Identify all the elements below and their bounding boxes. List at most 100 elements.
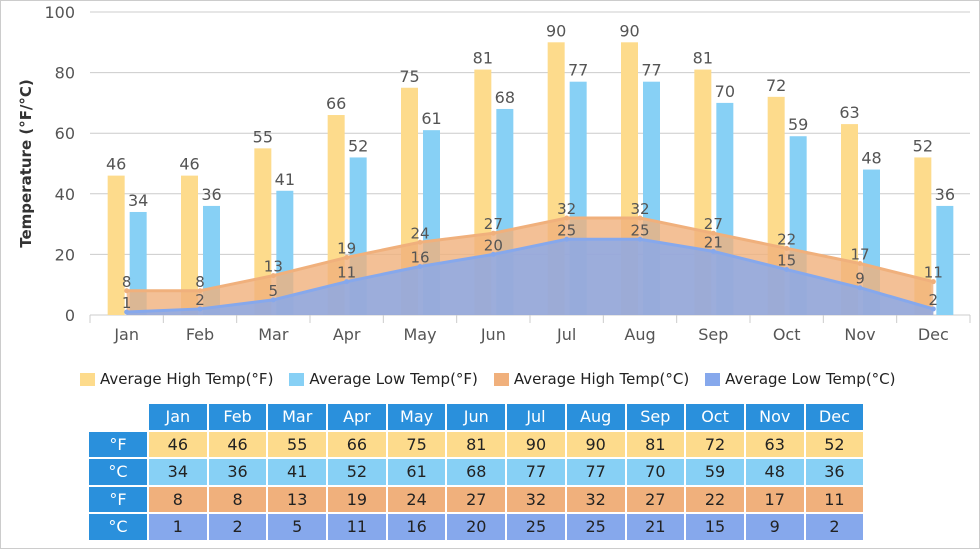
x-tick-label: Feb — [186, 325, 214, 344]
table-cell: 20 — [447, 514, 506, 540]
table-cell: 1 — [149, 514, 207, 540]
data-label: 25 — [630, 221, 649, 239]
table-row: °C 34 36 41 52 61 68 77 77 70 59 48 36 — [89, 459, 864, 485]
table-cell: 25 — [566, 514, 625, 540]
legend-item[interactable]: Average High Temp(°C) — [493, 370, 689, 388]
legend-swatch — [289, 372, 305, 386]
legend-swatch — [705, 372, 721, 386]
data-label: 48 — [861, 149, 881, 168]
data-point — [197, 306, 203, 312]
table-cell: 32 — [566, 486, 625, 512]
data-point — [637, 236, 643, 242]
y-tick-label: 60 — [55, 124, 75, 143]
table-cell: 13 — [268, 486, 327, 512]
data-label: 36 — [935, 185, 955, 204]
table-cell: 77 — [507, 459, 565, 485]
bar — [107, 175, 125, 315]
table-cell: 11 — [805, 486, 864, 512]
table-cell: 27 — [447, 486, 506, 512]
data-point — [344, 279, 350, 285]
table-cell: 9 — [745, 514, 804, 540]
table-cell: 24 — [387, 486, 446, 512]
legend-item[interactable]: Average Low Temp(°C) — [705, 370, 896, 388]
bar — [914, 157, 932, 315]
table-header-cell: Dec — [805, 404, 864, 430]
x-tick-label: Jan — [113, 325, 139, 344]
data-label: 32 — [557, 200, 576, 218]
data-label: 72 — [766, 76, 786, 95]
table-cell: 77 — [566, 459, 625, 485]
table-cell: 36 — [208, 459, 267, 485]
table-cell: 2 — [805, 514, 864, 540]
data-point — [197, 288, 203, 294]
table-cell: 70 — [626, 459, 685, 485]
table-cell: 81 — [447, 431, 506, 457]
table-header-cell: Jun — [447, 404, 506, 430]
table-row: °F 46 46 55 66 75 81 90 90 81 72 63 52 — [89, 431, 864, 457]
legend-swatch — [493, 372, 509, 386]
data-label: 90 — [619, 21, 639, 40]
table-cell: 22 — [686, 486, 744, 512]
data-label: 2 — [195, 291, 205, 309]
table-cell: 46 — [208, 431, 267, 457]
y-tick-label: 0 — [65, 306, 75, 325]
data-label: 8 — [122, 273, 132, 291]
data-point — [124, 288, 130, 294]
x-tick-label: Jun — [480, 325, 506, 344]
table-cell: 52 — [805, 431, 864, 457]
data-point — [857, 260, 863, 266]
x-tick-label: Jul — [556, 325, 576, 344]
data-label: 20 — [484, 236, 503, 254]
data-label: 90 — [546, 21, 566, 40]
data-label: 77 — [641, 61, 661, 80]
table-cell: 68 — [447, 459, 506, 485]
bar — [129, 211, 147, 315]
table-cell: 46 — [149, 431, 207, 457]
table-cell: 36 — [805, 459, 864, 485]
data-label: 46 — [179, 155, 199, 174]
legend-item[interactable]: Average Low Temp(°F) — [289, 370, 478, 388]
x-tick-label: Oct — [773, 325, 801, 344]
data-label: 81 — [473, 49, 493, 68]
data-point — [564, 215, 570, 221]
data-point — [490, 230, 496, 236]
table-cell: 75 — [387, 431, 446, 457]
table-row-label: °C — [89, 459, 147, 485]
x-tick-label: Aug — [624, 325, 655, 344]
x-tick-label: Mar — [258, 325, 289, 344]
data-point — [710, 248, 716, 254]
x-tick-label: May — [403, 325, 436, 344]
area-line — [126, 216, 934, 293]
y-tick-label: 20 — [55, 245, 75, 264]
table-header-cell: Sep — [626, 404, 685, 430]
legend: Average High Temp(°F) Average Low Temp(°F… — [80, 370, 896, 388]
data-point — [857, 285, 863, 291]
data-label: 66 — [326, 94, 346, 113]
data-point — [784, 245, 790, 251]
table-cell: 32 — [507, 486, 565, 512]
table-cell: 16 — [387, 514, 446, 540]
data-label: 11 — [337, 264, 356, 282]
data-label: 59 — [788, 115, 808, 134]
data-label: 77 — [568, 61, 588, 80]
data-point — [417, 239, 423, 245]
table-cell: 81 — [626, 431, 685, 457]
legend-swatch — [80, 372, 95, 386]
data-label: 21 — [704, 233, 723, 251]
temperature-chart: 0 20 40 60 80 100 Jan Feb Mar Apr May Jun Jul Aug Sep O… — [17, 3, 971, 344]
table-cell: 72 — [686, 431, 744, 457]
data-label: 9 — [855, 270, 865, 288]
table-cell: 5 — [268, 514, 327, 540]
table-cell: 52 — [328, 459, 386, 485]
data-label: 52 — [913, 136, 933, 155]
x-tick-label: Nov — [844, 325, 875, 344]
data-point — [490, 251, 496, 257]
data-label: 46 — [106, 155, 126, 174]
legend-item[interactable]: Average High Temp(°F) — [80, 370, 273, 388]
data-label: 27 — [704, 215, 723, 233]
data-point — [784, 267, 790, 273]
temperature-table: Jan Feb Mar Apr May Jun Jul Aug Sep Oct Nov Dec °F 46… — [87, 402, 865, 542]
table-cell: 15 — [686, 514, 744, 540]
table-cell: 11 — [328, 514, 386, 540]
table-cell: 41 — [268, 459, 327, 485]
